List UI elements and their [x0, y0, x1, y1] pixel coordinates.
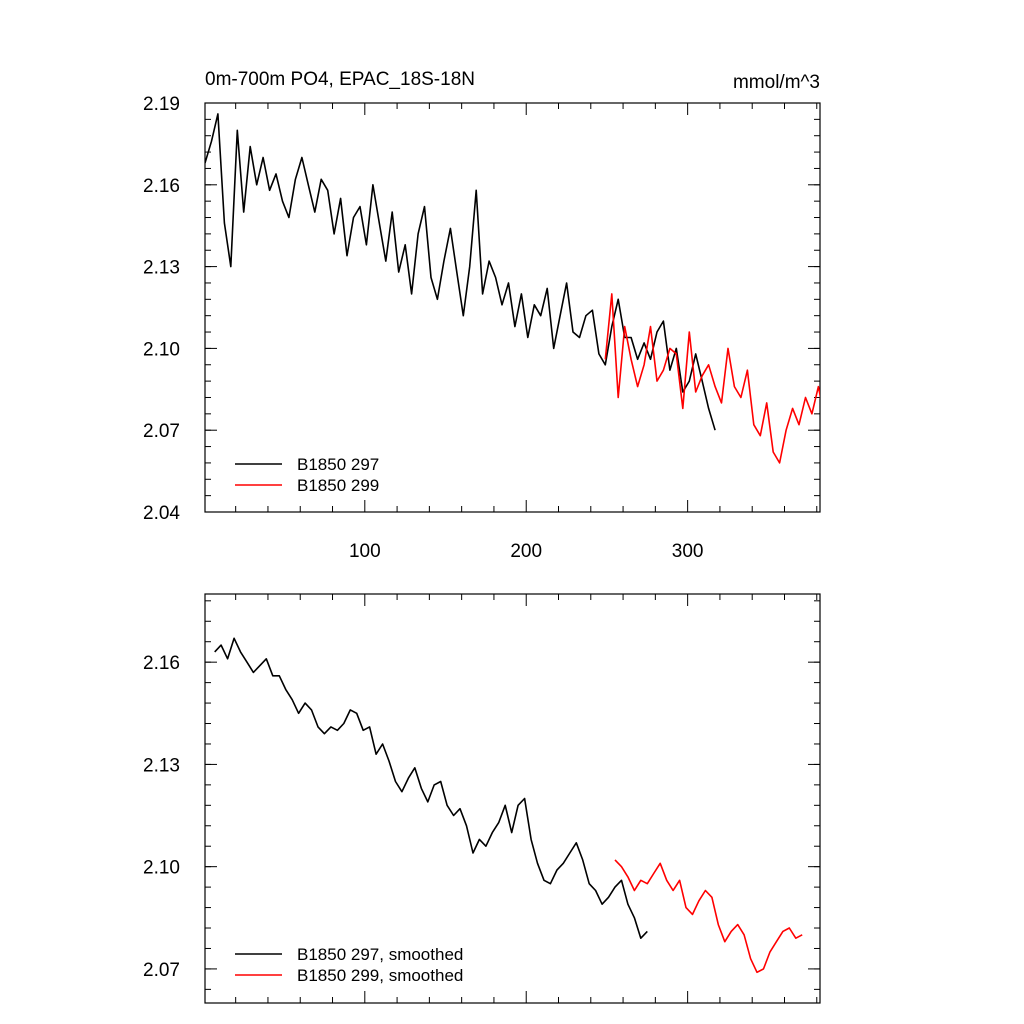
top-y-tick-label: 2.13	[143, 258, 180, 279]
top-x-tick-label: 300	[672, 541, 704, 562]
bottom-y-tick-label: 2.13	[143, 755, 180, 776]
bottom-y-tick-label: 2.07	[143, 960, 180, 981]
top-y-tick-label: 2.04	[143, 503, 180, 524]
bottom-y-tick-label: 2.10	[143, 858, 180, 879]
top-plot-frame	[204, 102, 821, 513]
top-chart-units: mmol/m^3	[733, 72, 820, 93]
top-x-tick-label: 200	[510, 541, 542, 562]
top-series-line-0	[205, 113, 716, 431]
top-y-tick-label: 2.07	[143, 421, 180, 442]
bottom-series-line-0	[214, 637, 648, 940]
top-y-tick-label: 2.16	[143, 176, 180, 197]
top-y-tick-label: 2.10	[143, 339, 180, 360]
bottom-legend-label-0: B1850 297, smoothed	[297, 945, 463, 964]
bottom-panel: 2.07 2.10 2.13 2.16 B1850 297, smoothed B1850…	[143, 593, 821, 1004]
bottom-series-line-1	[614, 859, 803, 974]
top-panel: 0m-700m PO4, EPAC_18S-18N mmol/m^3 100 20…	[143, 69, 821, 562]
bottom-legend-label-1: B1850 299, smoothed	[297, 966, 463, 985]
top-y-tick-label: 2.19	[143, 94, 180, 115]
top-chart-title: 0m-700m PO4, EPAC_18S-18N	[205, 69, 475, 90]
bottom-plot-frame	[204, 593, 821, 1004]
top-legend-label-1: B1850 299	[297, 476, 379, 495]
top-series-line-1	[604, 293, 820, 464]
top-legend-label-0: B1850 297	[297, 455, 379, 474]
bottom-y-tick-label: 2.16	[143, 653, 180, 674]
top-x-tick-label: 100	[349, 541, 381, 562]
